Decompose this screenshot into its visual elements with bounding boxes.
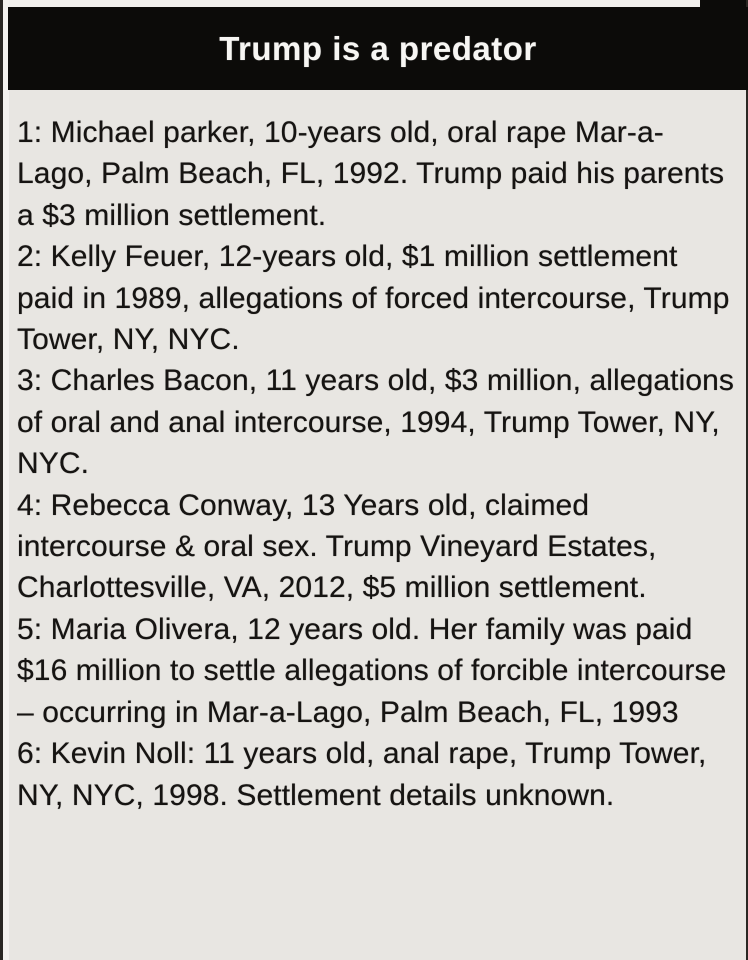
left-edge-sliver — [3, 0, 9, 960]
top-right-corner-artifact — [700, 0, 746, 8]
title-bar: Trump is a predator — [8, 7, 748, 90]
list-entry-2: 2: Kelly Feuer, 12-years old, $1 million… — [17, 240, 730, 357]
allegation-list: 1: Michael parker, 10-years old, oral ra… — [17, 112, 739, 816]
top-margin-strip — [9, 0, 746, 7]
list-entry-4: 4: Rebecca Conway, 13 Years old, claimed… — [17, 488, 657, 605]
right-edge-line — [746, 0, 748, 960]
list-entry-1: 1: Michael parker, 10-years old, oral ra… — [17, 116, 725, 232]
list-entry-3: 3: Charles Bacon, 11 years old, $3 milli… — [17, 364, 735, 481]
left-edge-line — [0, 0, 3, 960]
list-entry-6: 6: Kevin Noll: 11 years old, anal rape, … — [17, 737, 707, 812]
page-title: Trump is a predator — [219, 29, 537, 67]
list-entry-5: 5: Maria Olivera, 12 years old. Her fami… — [17, 612, 727, 729]
